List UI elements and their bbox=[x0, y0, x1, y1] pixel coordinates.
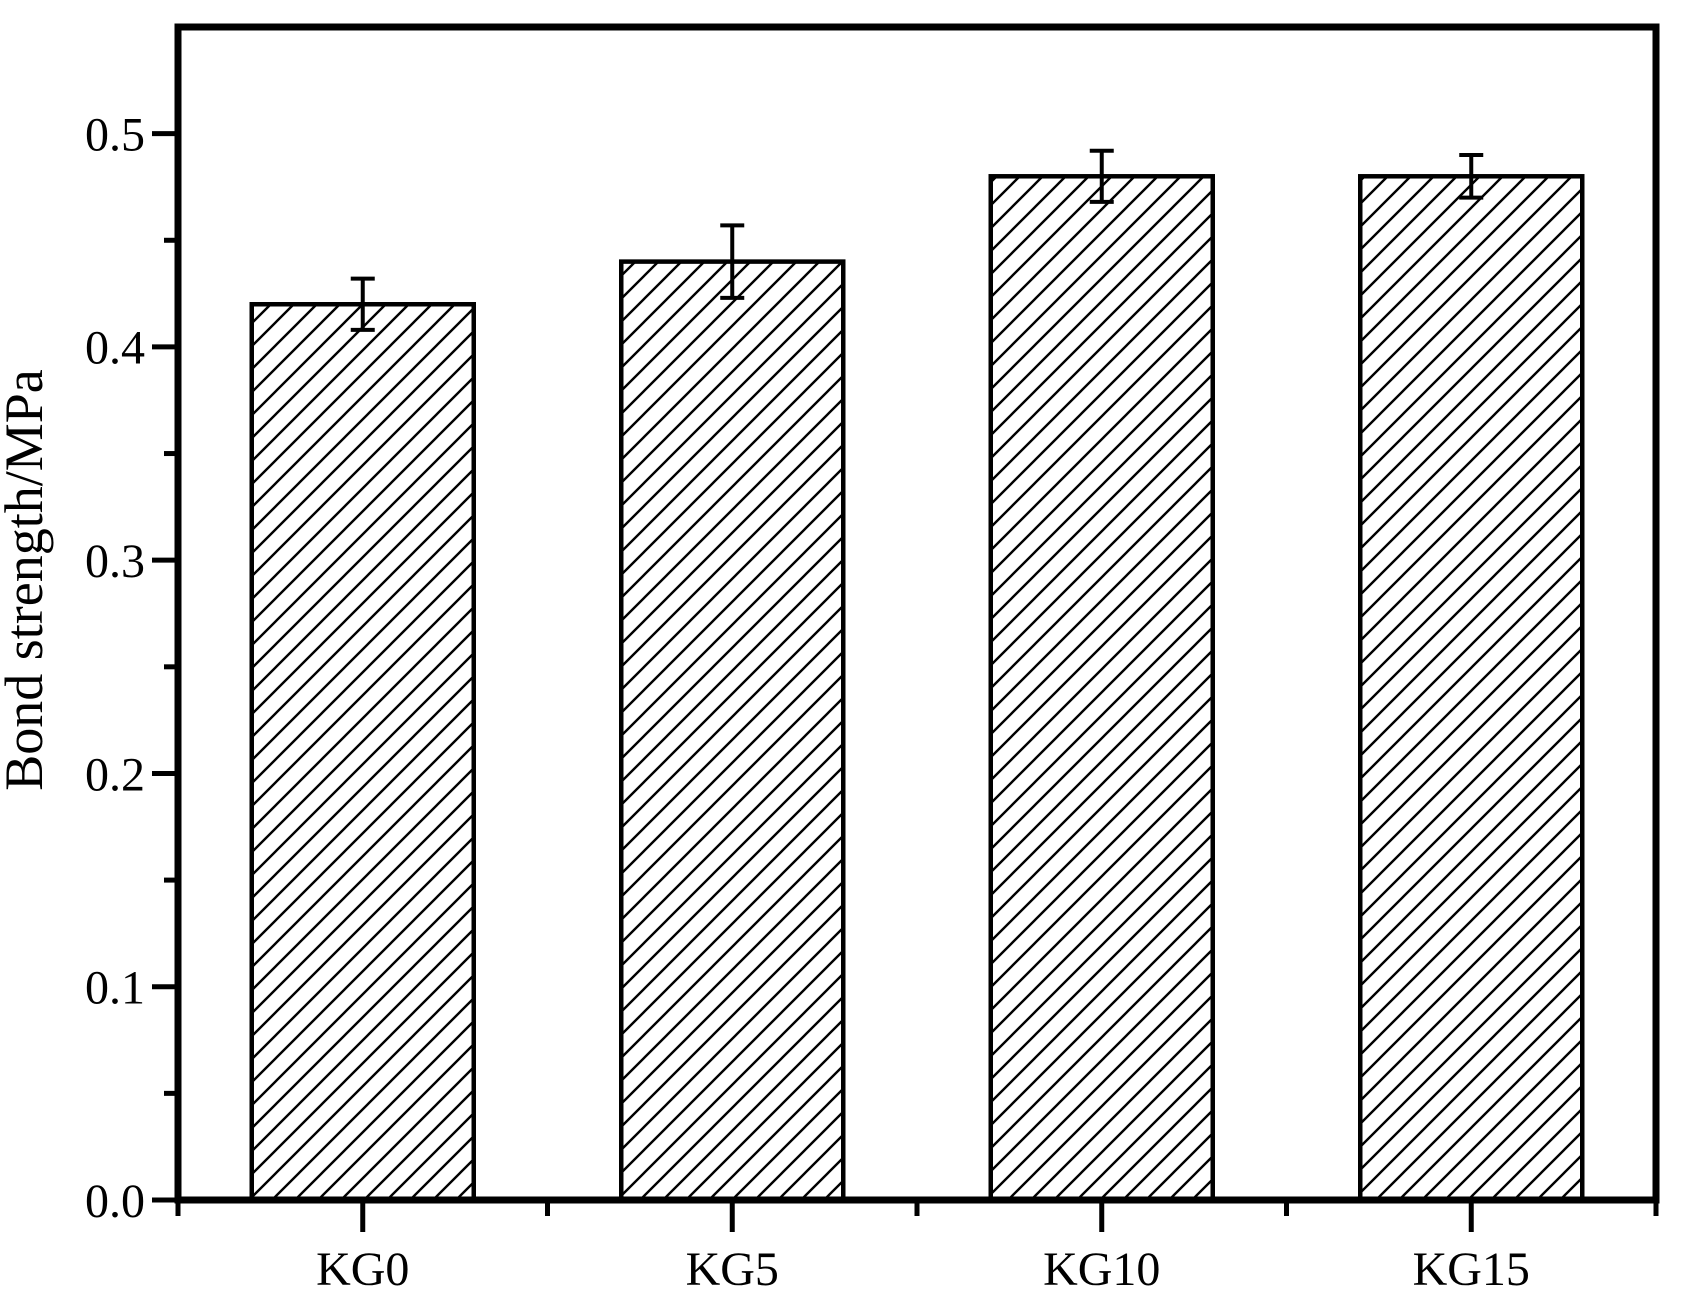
y-tick-label: 0.0 bbox=[85, 1175, 145, 1228]
error-bar-kg10 bbox=[1089, 148, 1114, 204]
bar-kg10 bbox=[988, 174, 1215, 1203]
y-tick-label: 0.2 bbox=[85, 748, 145, 801]
error-bar-kg15 bbox=[1459, 152, 1484, 200]
y-tick-label: 0.4 bbox=[85, 322, 145, 375]
bar-kg5 bbox=[619, 259, 846, 1203]
error-bar-kg5 bbox=[720, 223, 745, 300]
y-tick-label: 0.1 bbox=[85, 962, 145, 1015]
y-tick-label: 0.5 bbox=[85, 108, 145, 161]
x-category-label: KG0 bbox=[316, 1243, 409, 1296]
error-bar-kg0 bbox=[350, 276, 375, 332]
x-category-label: KG5 bbox=[686, 1243, 779, 1296]
x-category-label: KG10 bbox=[1043, 1243, 1160, 1296]
x-category-label: KG15 bbox=[1413, 1243, 1530, 1296]
bar-kg15 bbox=[1358, 174, 1585, 1203]
bar-kg0 bbox=[249, 302, 476, 1203]
y-tick-label: 0.3 bbox=[85, 535, 145, 588]
y-axis-title: Bond strength/MPa bbox=[0, 369, 54, 791]
